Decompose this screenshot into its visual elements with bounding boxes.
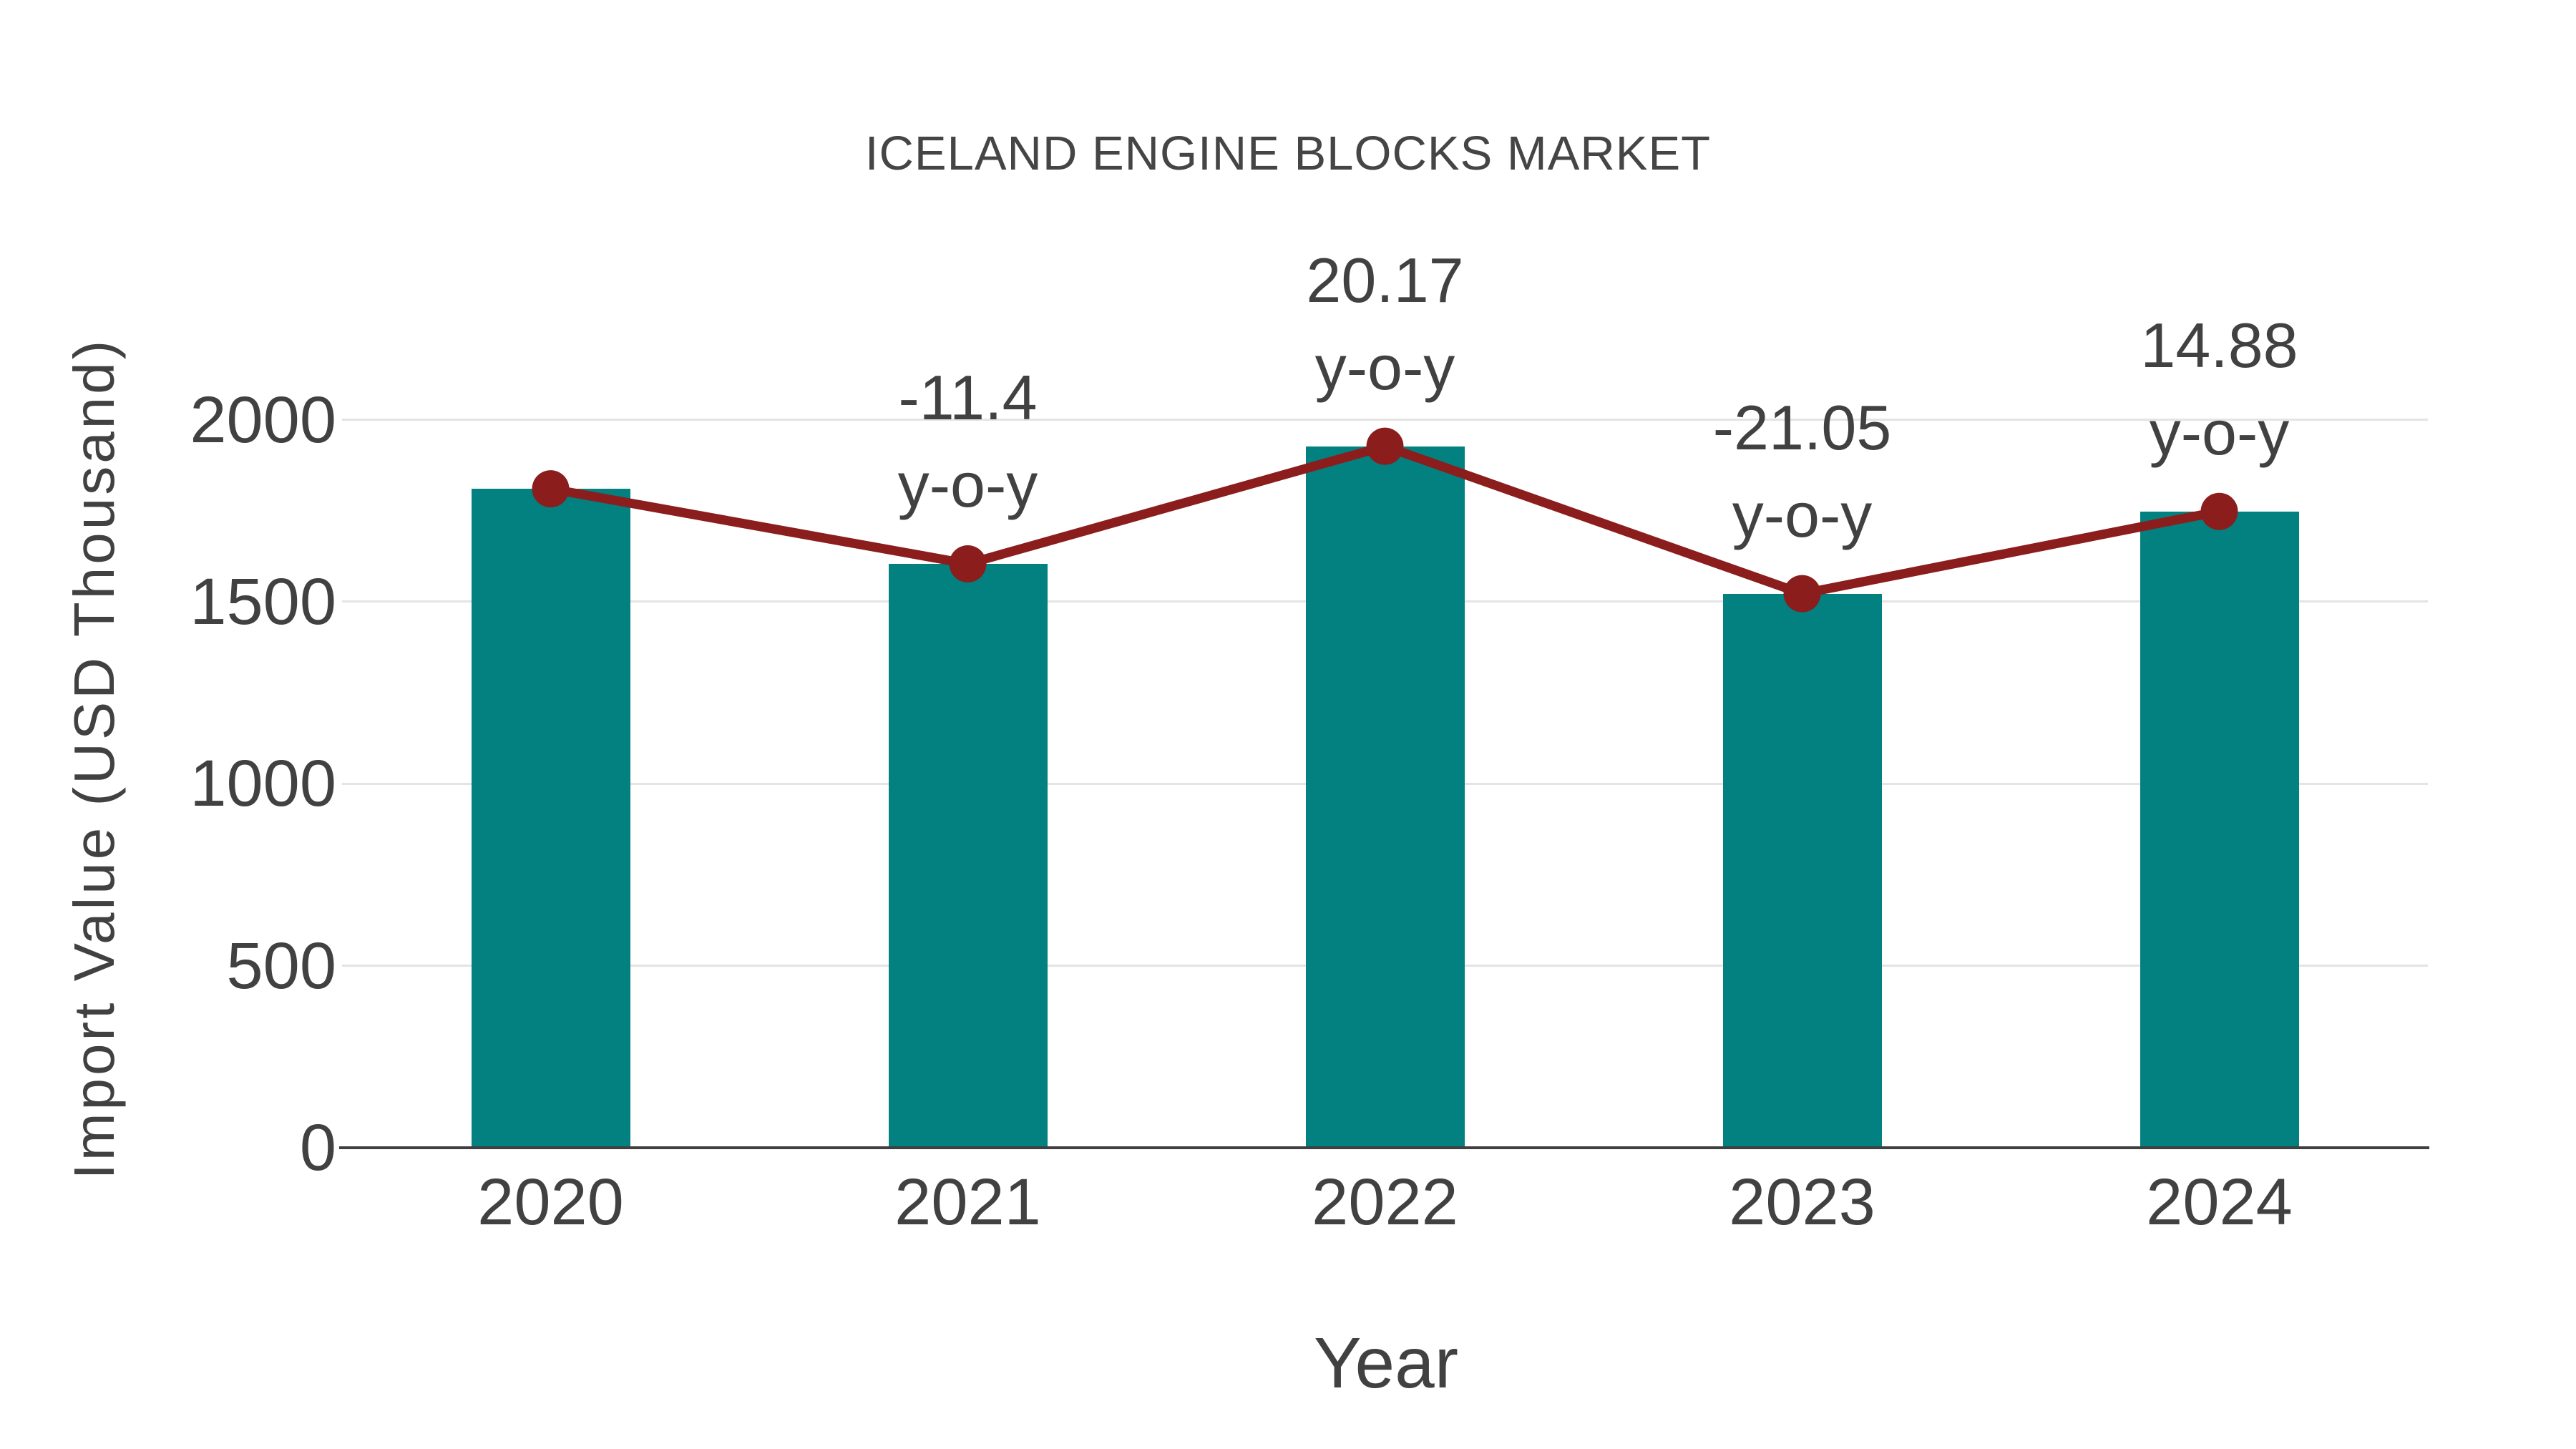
y-tick-label-0: 0 [299, 1111, 336, 1184]
bar-2023 [1722, 593, 1882, 1148]
annotation-value: 14.88 [2140, 309, 2298, 381]
y-tick-label-2000: 2000 [190, 383, 336, 457]
y-tick-label-1000: 1000 [190, 747, 336, 821]
x-tick-label-2024: 2024 [2146, 1166, 2293, 1239]
gridline-2000 [342, 419, 2428, 421]
annotation-suffix: y-o-y [897, 449, 1038, 520]
annotation-value: 20.17 [1306, 244, 1464, 316]
annotation-2023: -21.05 y-o-y [1574, 384, 2031, 559]
bar-2021 [888, 563, 1048, 1148]
annotation-2022: 20.17 y-o-y [1156, 237, 1614, 411]
bar-2022 [1305, 446, 1465, 1148]
x-axis-title: Year [1313, 1323, 1459, 1403]
annotation-value: -21.05 [1712, 391, 1892, 463]
annotation-suffix: y-o-y [2149, 396, 2290, 468]
x-tick-label-2021: 2021 [894, 1166, 1041, 1239]
x-axis-line [339, 1146, 2429, 1149]
chart-title: ICELAND ENGINE BLOCKS MARKET [864, 127, 1712, 180]
x-tick-label-2022: 2022 [1312, 1166, 1458, 1239]
bar-2024 [2140, 511, 2299, 1148]
annotation-2024: 14.88 y-o-y [1991, 302, 2449, 477]
annotation-suffix: y-o-y [1314, 331, 1455, 403]
x-tick-label-2020: 2020 [477, 1166, 624, 1239]
x-tick-label-2023: 2023 [1729, 1166, 1875, 1239]
bar-2020 [471, 489, 630, 1148]
annotation-value: -11.4 [898, 361, 1038, 433]
annotation-suffix: y-o-y [1732, 479, 1873, 550]
annotation-2021: -11.4 y-o-y [739, 354, 1197, 529]
y-tick-label-500: 500 [226, 929, 337, 1002]
y-tick-label-1500: 1500 [190, 565, 336, 638]
